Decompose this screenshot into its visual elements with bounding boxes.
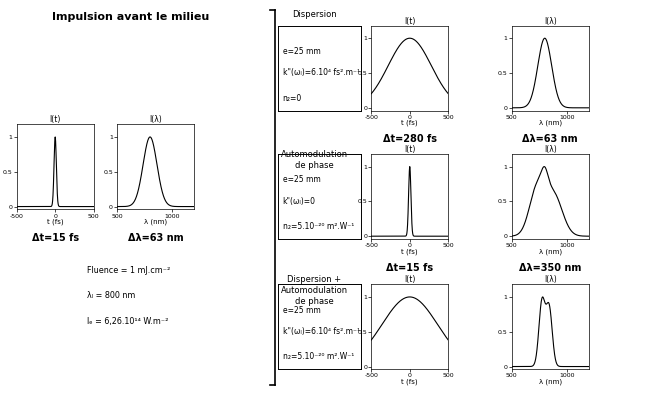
Text: e=25 mm: e=25 mm <box>282 47 320 56</box>
Text: Δt=280 fs: Δt=280 fs <box>383 134 437 144</box>
Text: k"(ωₗ)=0: k"(ωₗ)=0 <box>282 196 316 205</box>
Title: I(t): I(t) <box>404 145 415 154</box>
Text: n₂=0: n₂=0 <box>282 94 302 103</box>
Title: I(t): I(t) <box>50 115 61 124</box>
Text: Iₑ = 6,26.10¹⁴ W.m⁻²: Iₑ = 6,26.10¹⁴ W.m⁻² <box>87 317 169 326</box>
Text: Dispersion: Dispersion <box>292 10 337 19</box>
Text: k"(ωₗ)=6.10⁴ fs².m⁻¹: k"(ωₗ)=6.10⁴ fs².m⁻¹ <box>282 327 360 336</box>
Title: I(λ): I(λ) <box>544 145 557 154</box>
Text: λₗ = 800 nm: λₗ = 800 nm <box>87 291 135 300</box>
X-axis label: λ (nm): λ (nm) <box>539 378 562 385</box>
Text: Δλ=63 nm: Δλ=63 nm <box>128 233 183 243</box>
Title: I(λ): I(λ) <box>149 115 162 124</box>
Text: k"(ωₗ)=6.10⁴ fs².m⁻¹: k"(ωₗ)=6.10⁴ fs².m⁻¹ <box>282 68 360 77</box>
Text: e=25 mm: e=25 mm <box>282 175 320 184</box>
Text: Fluence = 1 mJ.cm⁻²: Fluence = 1 mJ.cm⁻² <box>87 265 170 275</box>
Text: Δt=15 fs: Δt=15 fs <box>31 233 79 243</box>
Title: I(λ): I(λ) <box>544 275 557 284</box>
Title: I(t): I(t) <box>404 17 415 26</box>
Text: n₂=5.10⁻²⁰ m².W⁻¹: n₂=5.10⁻²⁰ m².W⁻¹ <box>282 352 354 361</box>
Title: I(λ): I(λ) <box>544 17 557 26</box>
X-axis label: t (fs): t (fs) <box>401 248 418 255</box>
Text: Impulsion avant le milieu: Impulsion avant le milieu <box>52 12 209 22</box>
X-axis label: λ (nm): λ (nm) <box>539 120 562 126</box>
X-axis label: t (fs): t (fs) <box>47 218 64 225</box>
Text: Δλ=63 nm: Δλ=63 nm <box>522 134 578 144</box>
Text: n₂=5.10⁻²⁰ m².W⁻¹: n₂=5.10⁻²⁰ m².W⁻¹ <box>282 222 354 231</box>
Text: Automodulation
de phase: Automodulation de phase <box>281 150 348 170</box>
Text: e=25 mm: e=25 mm <box>282 306 320 315</box>
Text: Dispersion +
Automodulation
de phase: Dispersion + Automodulation de phase <box>281 275 348 306</box>
X-axis label: λ (nm): λ (nm) <box>144 218 167 225</box>
Title: I(t): I(t) <box>404 275 415 284</box>
X-axis label: t (fs): t (fs) <box>401 120 418 126</box>
Text: Δλ=350 nm: Δλ=350 nm <box>519 263 581 273</box>
X-axis label: t (fs): t (fs) <box>401 378 418 385</box>
X-axis label: λ (nm): λ (nm) <box>539 248 562 255</box>
Text: Δt=15 fs: Δt=15 fs <box>386 263 434 273</box>
